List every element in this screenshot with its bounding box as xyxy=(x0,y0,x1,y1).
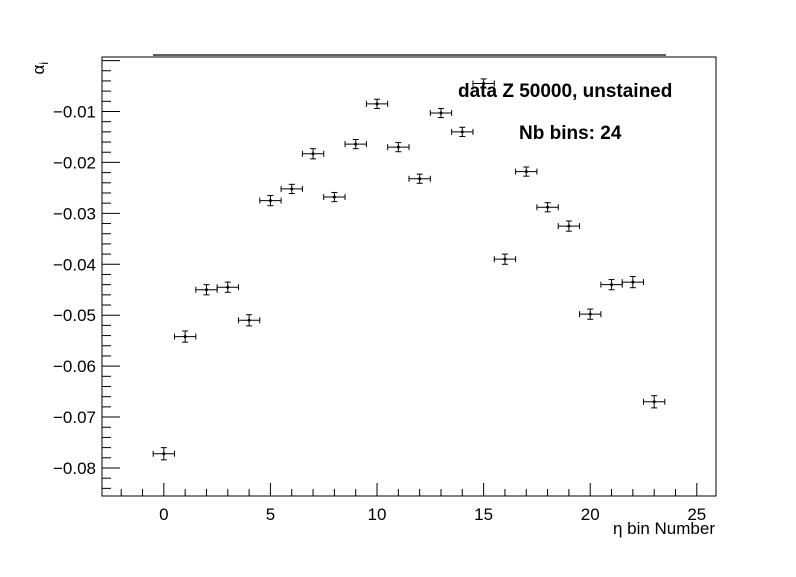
data-point xyxy=(152,447,175,461)
data-point xyxy=(387,142,410,153)
x-axis-ticks: 0 5 10 15 20 25 xyxy=(120,483,706,524)
data-marker xyxy=(652,400,656,404)
data-marker xyxy=(418,177,422,181)
x-tick-label: 15 xyxy=(474,505,493,524)
data-point xyxy=(429,107,453,119)
data-marker xyxy=(268,199,272,203)
y-tick-label: −0.02 xyxy=(53,153,96,172)
y-axis-ticks: −0.08 −0.07 −0.06 −0.05 −0.04 −0.03 −0.02 −0.01 xyxy=(53,60,120,489)
data-point xyxy=(237,314,261,327)
data-marker xyxy=(396,145,400,149)
y-tick-label: −0.07 xyxy=(53,408,96,427)
annotation-nbins: Nb bins: 24 xyxy=(519,123,622,144)
y-tick-label: −0.01 xyxy=(53,102,96,121)
data-point xyxy=(344,139,367,150)
data-marker xyxy=(247,318,251,322)
annotation-dataset: data Z 50000, unstained xyxy=(458,81,672,102)
x-tick-label: 10 xyxy=(368,505,387,524)
x-tick-label: 25 xyxy=(687,505,706,524)
x-tick-label: 5 xyxy=(266,505,275,524)
data-marker xyxy=(183,335,187,339)
data-marker xyxy=(311,152,315,156)
data-point xyxy=(621,276,645,289)
data-marker xyxy=(588,312,592,316)
data-points xyxy=(152,78,666,461)
svg-text:αi: αi xyxy=(29,62,51,75)
data-point xyxy=(493,253,517,265)
y-axis-title-subscript: i xyxy=(37,62,51,65)
data-point xyxy=(472,78,495,89)
y-tick-label: −0.03 xyxy=(53,204,96,223)
data-marker xyxy=(332,195,336,199)
data-marker xyxy=(290,187,294,191)
data-point xyxy=(536,202,559,213)
data-point xyxy=(365,98,389,109)
data-point xyxy=(280,183,303,194)
data-point xyxy=(173,330,197,343)
data-marker xyxy=(524,170,528,174)
y-tick-label: −0.05 xyxy=(53,306,96,325)
data-point xyxy=(515,166,538,177)
data-marker xyxy=(546,205,550,209)
data-point xyxy=(579,308,602,320)
data-marker xyxy=(503,257,507,261)
data-marker xyxy=(226,285,230,289)
y-axis-title: αi xyxy=(29,62,51,75)
data-point xyxy=(557,220,581,232)
data-marker xyxy=(204,288,208,292)
data-marker xyxy=(439,111,443,115)
data-point xyxy=(259,195,282,207)
data-point xyxy=(600,279,623,291)
plot-frame xyxy=(101,56,717,497)
data-point xyxy=(323,191,346,203)
x-tick-label: 20 xyxy=(581,505,600,524)
y-axis-title-main: α xyxy=(29,65,48,75)
y-tick-label: −0.06 xyxy=(53,357,96,376)
data-marker xyxy=(610,283,614,287)
data-marker xyxy=(162,452,166,456)
data-marker xyxy=(460,130,464,134)
y-tick-label: −0.04 xyxy=(53,255,96,274)
data-point xyxy=(408,173,431,184)
data-marker xyxy=(567,224,571,228)
data-point xyxy=(195,284,218,296)
data-marker xyxy=(354,142,358,146)
data-point xyxy=(301,148,325,160)
data-marker xyxy=(375,102,379,106)
x-axis-title: η bin Number xyxy=(613,519,715,538)
data-marker xyxy=(631,280,635,284)
y-tick-label: −0.08 xyxy=(53,459,96,478)
data-point xyxy=(643,395,666,409)
x-tick-label: 0 xyxy=(159,505,168,524)
data-point xyxy=(216,281,239,293)
data-marker xyxy=(482,81,486,85)
data-point xyxy=(451,126,474,137)
